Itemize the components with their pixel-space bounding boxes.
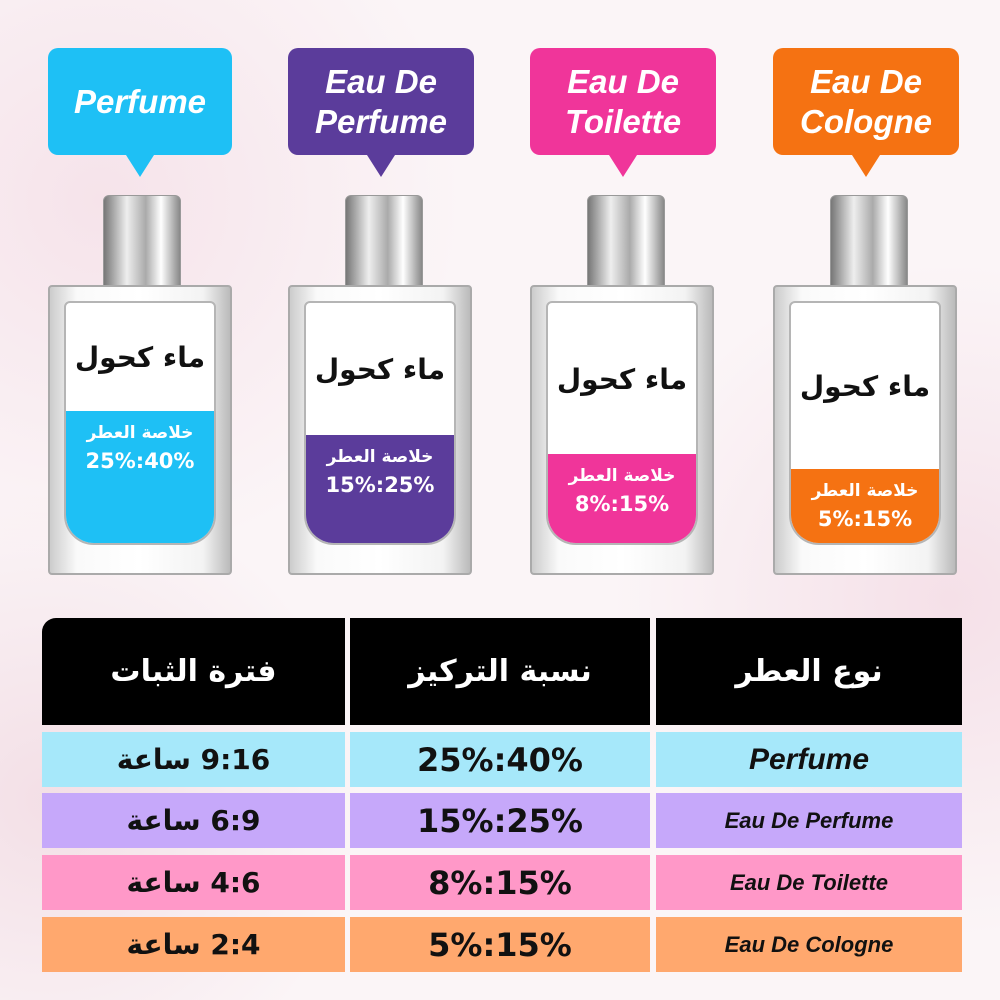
- table-cell-type: Perfume: [656, 732, 962, 787]
- bottle-cap: [103, 195, 181, 287]
- type-label-bubble: Eau De Perfume: [288, 48, 474, 177]
- header-longevity: فترة الثبات: [42, 618, 345, 725]
- percent-label: 5%:15%: [817, 506, 913, 531]
- type-label-bubble: Eau De Toilette: [530, 48, 716, 177]
- percent-label: 15%:25%: [325, 473, 435, 497]
- extract-label: خلاصة العطر: [326, 447, 434, 467]
- perfume-bottle: ماء كحول خلاصة العطر 25%:40%: [48, 285, 232, 575]
- perfume-bottle: ماء كحول خلاصة العطر 15%:25%: [288, 285, 472, 575]
- table-cell-type: Eau De Toilette: [656, 855, 962, 910]
- header-concentration: نسبة التركيز: [350, 618, 650, 725]
- table-cell-type: Eau De Cologne: [656, 917, 962, 972]
- perfume-bottle: ماء كحول خلاصة العطر 8%:15%: [530, 285, 714, 575]
- bottle-cap: [587, 195, 665, 287]
- percent-label: 8%:15%: [574, 492, 670, 517]
- bottle-cap: [830, 195, 908, 287]
- perfume-bottle: ماء كحول خلاصة العطر 5%:15%: [773, 285, 957, 575]
- liquid-fill: خلاصة العطر 5%:15%: [791, 468, 939, 543]
- extract-label: خلاصة العطر: [811, 480, 919, 501]
- liquid-fill: خلاصة العطر 8%:15%: [548, 454, 696, 543]
- type-label: Eau De Perfume: [314, 62, 448, 140]
- alcohol-label: ماء كحول: [556, 362, 688, 396]
- table-cell-concentration: 25%:40%: [350, 732, 650, 787]
- liquid-fill: خلاصة العطر 25%:40%: [66, 411, 214, 543]
- type-label: Eau De Toilette: [564, 62, 682, 140]
- type-label: Eau De Cologne: [800, 62, 932, 140]
- type-label-bubble: Eau De Cologne: [773, 48, 959, 177]
- type-label: Perfume: [73, 82, 207, 120]
- type-label-bubble: Perfume: [48, 48, 232, 177]
- percent-label: 25%:40%: [85, 449, 195, 473]
- table-cell-concentration: 8%:15%: [350, 855, 650, 910]
- alcohol-label: ماء كحول: [74, 340, 206, 374]
- extract-label: خلاصة العطر: [568, 466, 676, 487]
- table-cell-concentration: 5%:15%: [350, 917, 650, 972]
- alcohol-label: ماء كحول: [314, 352, 446, 386]
- table-cell-longevity: 6:9 ساعة: [42, 793, 345, 848]
- liquid-fill: خلاصة العطر 15%:25%: [306, 435, 454, 543]
- table-cell-type: Eau De Perfume: [656, 793, 962, 848]
- table-cell-longevity: 4:6 ساعة: [42, 855, 345, 910]
- extract-label: خلاصة العطر: [86, 423, 194, 443]
- table-cell-concentration: 15%:25%: [350, 793, 650, 848]
- table-cell-longevity: 9:16 ساعة: [42, 732, 345, 787]
- bottle-cap: [345, 195, 423, 287]
- table-cell-longevity: 2:4 ساعة: [42, 917, 345, 972]
- alcohol-label: ماء كحول: [799, 370, 931, 404]
- header-type: نوع العطر: [656, 618, 962, 725]
